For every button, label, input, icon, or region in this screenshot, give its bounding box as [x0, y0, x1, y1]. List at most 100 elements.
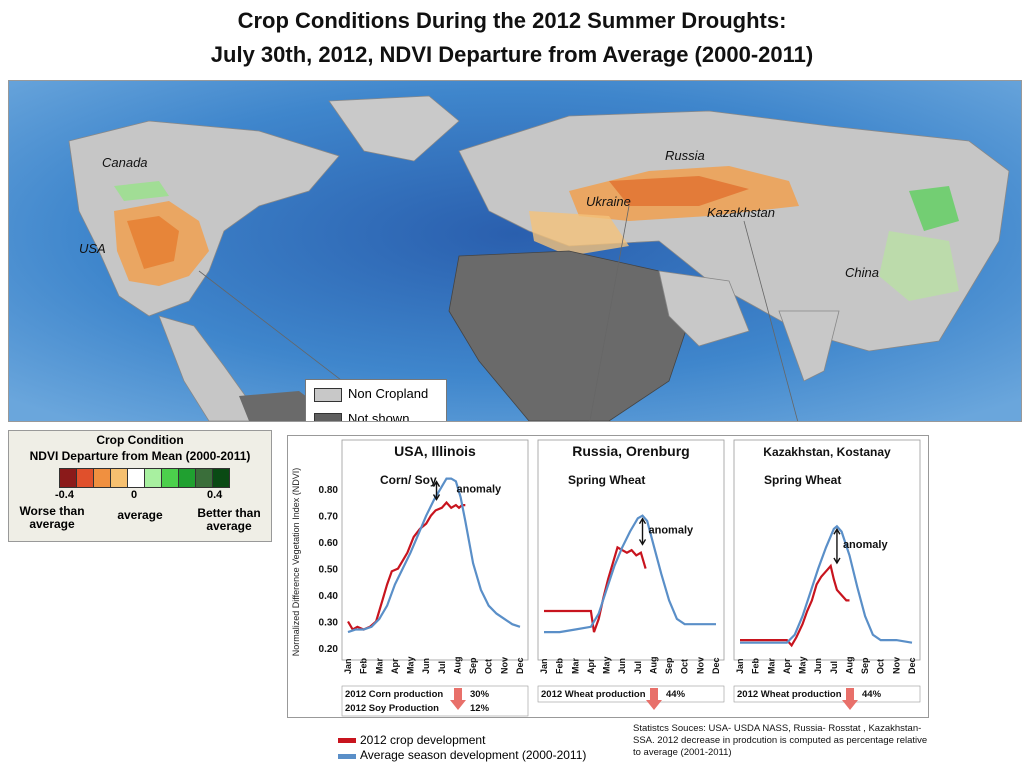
- y-tick-3: 0.50: [319, 565, 339, 576]
- panel-crop-0: Corn/ Soy: [380, 473, 437, 487]
- x-tick-1-7: Aug: [648, 657, 658, 675]
- scale-swatch-5: [144, 468, 162, 488]
- anomaly-arrowhead-bottom-2: [833, 557, 841, 565]
- x-tick-0-7: Aug: [452, 657, 462, 675]
- tick-plus: 0.4: [207, 489, 223, 501]
- series-line-2-0: [740, 563, 850, 648]
- x-tick-2-9: Oct: [876, 659, 886, 674]
- x-tick-1-10: Nov: [695, 657, 705, 674]
- x-tick-1-3: Apr: [586, 658, 596, 674]
- y-tick-0: 0.20: [319, 644, 339, 655]
- anomaly-arrowhead-top-2: [833, 527, 841, 535]
- x-tick-0-6: Jul: [437, 661, 447, 674]
- anomaly-arrowhead-bottom-1: [638, 539, 647, 546]
- x-tick-0-4: May: [406, 656, 416, 674]
- label-canada: Canada: [102, 155, 148, 170]
- scale-swatch-2: [93, 468, 111, 488]
- x-tick-2-3: Apr: [782, 658, 792, 674]
- footer-pct-0: 30%: [470, 689, 490, 700]
- label-china: China: [845, 265, 879, 280]
- worse-label: Worse than average: [19, 504, 85, 531]
- x-tick-1-2: Mar: [570, 657, 580, 674]
- tick-zero: 0: [131, 489, 138, 501]
- panel-crop-2: Spring Wheat: [764, 473, 841, 487]
- title-line-2: July 30th, 2012, NDVI Departure from Ave…: [210, 42, 814, 67]
- series-line-0-1: [347, 477, 521, 634]
- average-label: average: [117, 508, 163, 522]
- x-tick-1-1: Feb: [555, 657, 565, 674]
- series-line-1-1: [544, 514, 716, 634]
- scale-swatch-4: [127, 468, 145, 488]
- footer-pct-2: 44%: [862, 689, 882, 700]
- x-tick-2-4: May: [798, 656, 808, 674]
- x-tick-1-0: Jan: [539, 658, 549, 674]
- tick-minus: -0.4: [55, 489, 74, 501]
- x-tick-2-6: Jul: [829, 661, 839, 674]
- not-shown-swatch: [314, 413, 342, 421]
- x-tick-0-2: Mar: [374, 657, 384, 674]
- legend-2012-swatch: [338, 738, 356, 743]
- decrease-arrow-2: [842, 688, 858, 710]
- x-tick-2-1: Feb: [751, 657, 761, 674]
- y-tick-2: 0.40: [319, 591, 339, 602]
- x-tick-2-8: Sep: [860, 657, 870, 674]
- legend-average-swatch: [338, 754, 356, 759]
- anomaly-arrowhead-top-0: [432, 480, 441, 488]
- not-shown-label: Not shown: [348, 411, 410, 422]
- panel-title-2: Kazakhstan, Kostanay: [763, 445, 891, 459]
- x-tick-2-7: Aug: [844, 657, 854, 675]
- x-tick-1-4: May: [602, 656, 612, 674]
- anomaly-label-2: anomaly: [843, 539, 889, 551]
- footer-box-2: [733, 685, 921, 703]
- ndvi-chart-svg: Normalized Difference Vegetation Index (…: [291, 439, 921, 717]
- y-tick-5: 0.70: [319, 512, 339, 523]
- footer-pct-1: 44%: [666, 689, 686, 700]
- title-line-1: Crop Conditions During the 2012 Summer D…: [237, 8, 787, 33]
- y-tick-4: 0.60: [319, 538, 339, 549]
- scale-swatch-0: [59, 468, 77, 488]
- x-tick-0-5: Jun: [421, 658, 431, 674]
- footer-box-1: [537, 685, 725, 703]
- x-tick-1-8: Sep: [664, 657, 674, 674]
- panel-title-1: Russia, Orenburg: [572, 443, 689, 459]
- anomaly-label-1: anomaly: [649, 525, 695, 537]
- footer-pct2-0: 12%: [470, 703, 490, 714]
- x-tick-0-0: Jan: [343, 658, 353, 674]
- ndvi-charts: Normalized Difference Vegetation Index (…: [287, 435, 929, 718]
- anomaly-arrowhead-bottom-0: [432, 494, 441, 501]
- scale-swatch-6: [161, 468, 179, 488]
- scale-swatch-1: [76, 468, 94, 488]
- legend-average-label: Average season development (2000-2011): [360, 748, 587, 762]
- footer-label-1: 2012 Wheat production: [541, 689, 646, 700]
- x-tick-0-3: Apr: [390, 658, 400, 674]
- x-tick-0-8: Sep: [468, 657, 478, 674]
- x-tick-2-10: Nov: [891, 657, 901, 674]
- label-kazakhstan: Kazakhstan: [707, 205, 775, 220]
- label-usa: USA: [79, 241, 106, 256]
- y-tick-6: 0.80: [319, 485, 339, 496]
- x-tick-0-1: Feb: [359, 657, 369, 674]
- map-graphic: [9, 81, 1021, 421]
- better-label: Better than average: [197, 506, 261, 533]
- footer-label2-0: 2012 Soy Production: [345, 703, 439, 714]
- panel-crop-1: Spring Wheat: [568, 473, 645, 487]
- footer-label-0: 2012 Corn production: [345, 689, 443, 700]
- non-cropland-swatch: [314, 388, 342, 402]
- x-tick-2-11: Dec: [907, 657, 917, 674]
- decrease-arrow-0: [450, 688, 466, 710]
- scale-swatch-3: [110, 468, 128, 488]
- non-cropland-label: Non Cropland: [348, 386, 429, 401]
- x-tick-2-2: Mar: [766, 657, 776, 674]
- anomaly-arrowhead-top-1: [638, 517, 647, 525]
- legend-2012-label: 2012 crop development: [360, 733, 486, 747]
- label-ukraine: Ukraine: [586, 194, 631, 209]
- scale-swatch-7: [178, 468, 196, 488]
- crop-condition-legend: Crop Condition NDVI Departure from Mean …: [8, 430, 272, 542]
- x-tick-1-6: Jul: [633, 661, 643, 674]
- x-tick-2-5: Jun: [813, 658, 823, 674]
- anomaly-label-0: anomaly: [457, 484, 503, 496]
- scale-swatch-8: [195, 468, 213, 488]
- panel-title-0: USA, Illinois: [394, 443, 476, 459]
- x-tick-0-9: Oct: [484, 659, 494, 674]
- x-tick-2-0: Jan: [735, 658, 745, 674]
